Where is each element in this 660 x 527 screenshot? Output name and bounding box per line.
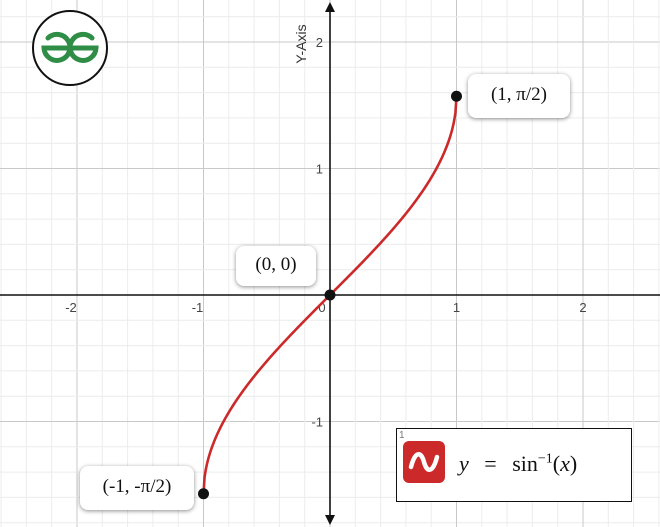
point-label-origin-text: (0, 0) bbox=[255, 254, 297, 275]
point-label-top-text: (1, π/2) bbox=[490, 84, 548, 105]
formula-arg: x bbox=[560, 451, 570, 476]
formula-equals: = bbox=[484, 451, 497, 476]
point-label-bottom: (-1, -π/2) bbox=[80, 466, 194, 510]
expression-panel[interactable]: 1 y = sin−1(x) bbox=[396, 428, 632, 502]
y-axis-arrow-up bbox=[325, 2, 335, 12]
x-tick-label: 2 bbox=[579, 300, 586, 315]
formula-exponent: −1 bbox=[537, 451, 553, 467]
x-tick-label: -2 bbox=[65, 300, 77, 315]
y-axis-title: Y-Axis bbox=[293, 24, 309, 63]
y-tick-label: 2 bbox=[316, 35, 323, 50]
x-tick-label: -1 bbox=[192, 300, 204, 315]
y-tick-label: 1 bbox=[316, 162, 323, 177]
gfg-logo-mark bbox=[41, 31, 99, 63]
x-tick-label: 1 bbox=[453, 300, 460, 315]
data-point-1 bbox=[324, 289, 336, 301]
formula-paren-close: ) bbox=[569, 451, 578, 476]
data-point-2 bbox=[451, 90, 462, 102]
gfg-logo bbox=[32, 10, 108, 86]
point-label-origin: (0, 0) bbox=[236, 246, 316, 286]
x-tick-label: 0 bbox=[318, 300, 325, 315]
point-label-top: (1, π/2) bbox=[468, 74, 570, 118]
y-axis-arrow-down bbox=[325, 515, 335, 525]
wave-icon[interactable] bbox=[403, 441, 445, 483]
formula-lhs: y bbox=[459, 451, 469, 476]
expression-index: 1 bbox=[399, 430, 405, 441]
data-point-0 bbox=[198, 488, 209, 500]
formula-paren-open: ( bbox=[552, 451, 561, 476]
point-label-bottom-text: (-1, -π/2) bbox=[102, 476, 172, 497]
expression-formula[interactable]: y = sin−1(x) bbox=[459, 451, 577, 477]
y-tick-label: -1 bbox=[311, 415, 323, 430]
formula-func: sin bbox=[512, 451, 538, 476]
